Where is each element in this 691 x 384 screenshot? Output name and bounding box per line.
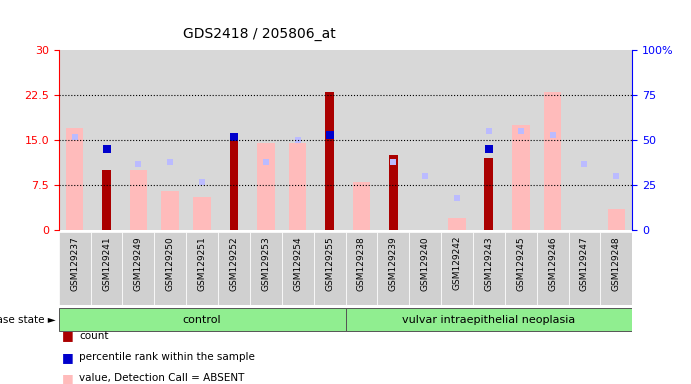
Text: GSM129238: GSM129238 [357, 236, 366, 291]
Bar [186, 50, 218, 230]
Text: GSM129239: GSM129239 [389, 236, 398, 291]
Bar [66, 128, 84, 230]
Bar [162, 191, 179, 230]
FancyBboxPatch shape [91, 232, 122, 305]
Bar [289, 143, 307, 230]
Text: GSM129251: GSM129251 [198, 236, 207, 291]
Bar [569, 50, 600, 230]
Bar [346, 50, 377, 230]
Bar [537, 50, 569, 230]
Text: GSM129253: GSM129253 [261, 236, 270, 291]
FancyBboxPatch shape [600, 232, 632, 305]
FancyBboxPatch shape [473, 232, 505, 305]
Bar [448, 218, 466, 230]
Text: GDS2418 / 205806_at: GDS2418 / 205806_at [183, 27, 336, 41]
Bar [250, 50, 282, 230]
FancyBboxPatch shape [505, 232, 537, 305]
Bar [389, 155, 398, 230]
Text: GSM129254: GSM129254 [293, 236, 302, 291]
Text: GSM129243: GSM129243 [484, 236, 493, 291]
FancyBboxPatch shape [569, 232, 600, 305]
Text: disease state ►: disease state ► [0, 314, 55, 325]
FancyBboxPatch shape [59, 308, 346, 331]
Bar [130, 170, 147, 230]
Text: count: count [79, 331, 109, 341]
Text: ■: ■ [62, 351, 74, 364]
FancyBboxPatch shape [346, 232, 377, 305]
Text: control: control [183, 314, 221, 325]
Text: GSM129249: GSM129249 [134, 236, 143, 291]
Bar [600, 50, 632, 230]
Bar [229, 140, 238, 230]
FancyBboxPatch shape [250, 232, 282, 305]
Text: GSM129248: GSM129248 [612, 236, 621, 291]
Text: ■: ■ [62, 329, 74, 343]
FancyBboxPatch shape [537, 232, 569, 305]
Text: vulvar intraepithelial neoplasia: vulvar intraepithelial neoplasia [402, 314, 576, 325]
Bar [473, 50, 505, 230]
FancyBboxPatch shape [59, 232, 91, 305]
FancyBboxPatch shape [409, 232, 441, 305]
FancyBboxPatch shape [186, 232, 218, 305]
Text: GSM129242: GSM129242 [453, 236, 462, 290]
Bar [441, 50, 473, 230]
Bar [607, 209, 625, 230]
Bar [484, 158, 493, 230]
FancyBboxPatch shape [314, 232, 346, 305]
FancyBboxPatch shape [154, 232, 186, 305]
Bar [122, 50, 154, 230]
Text: GSM129255: GSM129255 [325, 236, 334, 291]
Text: GSM129245: GSM129245 [516, 236, 525, 291]
Bar [282, 50, 314, 230]
FancyBboxPatch shape [346, 308, 632, 331]
FancyBboxPatch shape [122, 232, 154, 305]
Bar [218, 50, 250, 230]
Bar [193, 197, 211, 230]
Text: GSM129252: GSM129252 [229, 236, 238, 291]
Text: GSM129237: GSM129237 [70, 236, 79, 291]
FancyBboxPatch shape [377, 232, 409, 305]
Bar [505, 50, 537, 230]
Bar [377, 50, 409, 230]
Text: GSM129241: GSM129241 [102, 236, 111, 291]
Bar [544, 92, 561, 230]
Text: value, Detection Call = ABSENT: value, Detection Call = ABSENT [79, 373, 245, 383]
FancyBboxPatch shape [282, 232, 314, 305]
Bar [512, 125, 529, 230]
Text: ■: ■ [62, 372, 74, 384]
FancyBboxPatch shape [218, 232, 250, 305]
Bar [257, 143, 274, 230]
Text: GSM129240: GSM129240 [421, 236, 430, 291]
Text: percentile rank within the sample: percentile rank within the sample [79, 352, 256, 362]
Bar [352, 182, 370, 230]
Bar [102, 170, 111, 230]
Bar [314, 50, 346, 230]
Text: GSM129250: GSM129250 [166, 236, 175, 291]
Bar [59, 50, 91, 230]
Text: GSM129247: GSM129247 [580, 236, 589, 291]
Bar [325, 92, 334, 230]
Bar [409, 50, 441, 230]
Text: GSM129246: GSM129246 [548, 236, 557, 291]
FancyBboxPatch shape [441, 232, 473, 305]
Bar [154, 50, 186, 230]
Bar [91, 50, 122, 230]
